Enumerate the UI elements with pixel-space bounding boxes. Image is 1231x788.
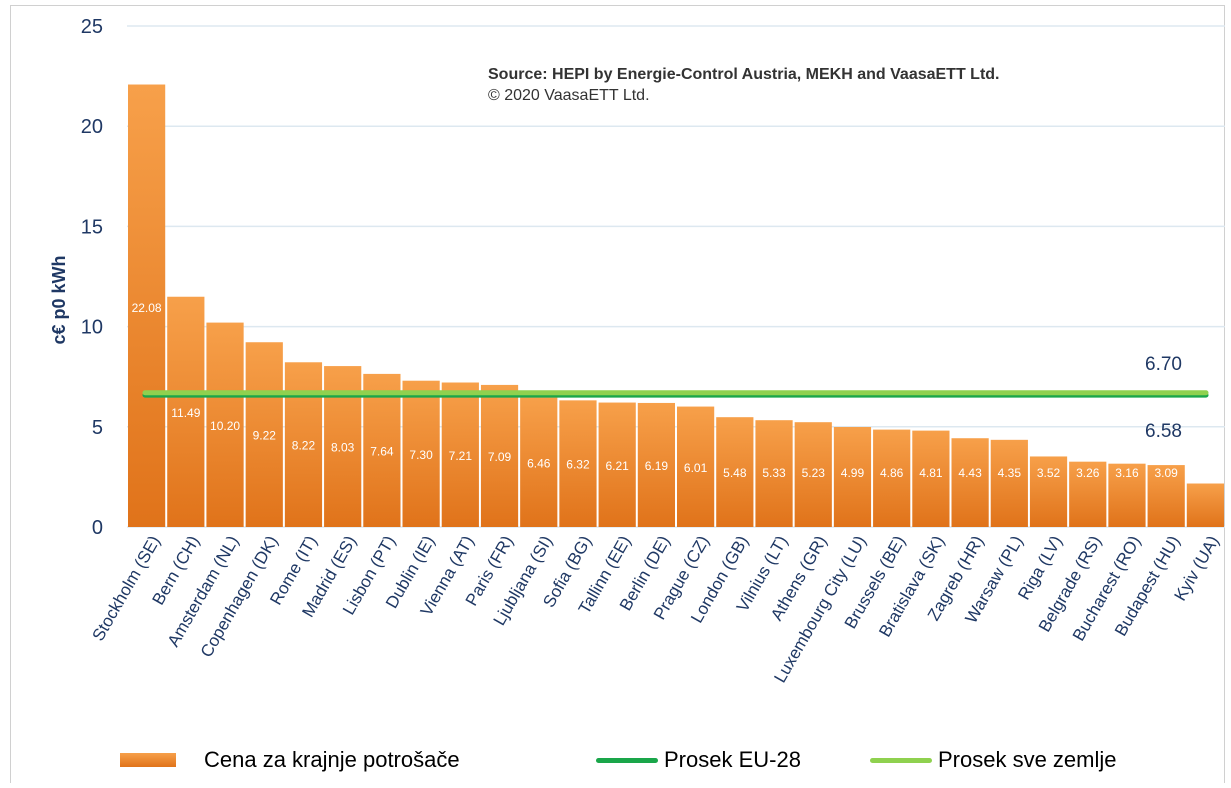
- bar: [1108, 463, 1146, 527]
- legend-item-all: Prosek sve zemlje: [870, 740, 1117, 780]
- y-axis-label: c€ p0 kWh: [49, 255, 69, 344]
- bar-data-label: 7.09: [488, 450, 512, 464]
- legend-swatch-eu: [596, 757, 658, 763]
- bar: [598, 402, 636, 527]
- x-tick-label: Stockholm (SE): [89, 533, 165, 645]
- bar-data-label: 6.32: [566, 458, 590, 472]
- bar: [755, 420, 793, 527]
- legend-label-eu: Prosek EU-28: [664, 747, 801, 772]
- y-tick-label: 15: [81, 216, 103, 238]
- bar-data-label: 22.08: [132, 301, 162, 315]
- bar: [716, 417, 754, 527]
- reference-lines: [142, 390, 1209, 398]
- bar: [480, 384, 519, 527]
- bar: [1069, 461, 1107, 527]
- ref-line-label-all: 6.70: [1145, 354, 1182, 375]
- y-tick-label: 0: [92, 517, 103, 539]
- bar-data-label: 7.64: [370, 444, 394, 458]
- bar: [363, 373, 401, 527]
- bar: [873, 429, 911, 527]
- bar-data-label: 4.99: [841, 466, 865, 480]
- bar-data-label: 5.23: [802, 466, 826, 480]
- bar: [128, 84, 166, 528]
- bar: [206, 322, 244, 527]
- bar: [167, 296, 205, 527]
- bar-data-label: 6.21: [605, 459, 629, 473]
- bar: [1147, 465, 1185, 527]
- y-tick-label: 25: [81, 16, 103, 38]
- bar-data-label: 4.86: [880, 466, 904, 480]
- source-line-1: Source: HEPI by Energie-Control Austria,…: [488, 66, 1000, 83]
- legend-label-bars: Cena za krajnje potrošače: [204, 747, 460, 772]
- bar-data-label: 3.52: [1037, 466, 1061, 480]
- bar: [559, 400, 597, 527]
- bar-data-label: 4.35: [998, 466, 1022, 480]
- bar: [794, 422, 832, 527]
- y-tick-label: 10: [81, 317, 103, 339]
- bar: [402, 380, 440, 527]
- bar: [1029, 456, 1068, 527]
- bar-data-label: 6.46: [527, 456, 551, 470]
- bar: [677, 406, 715, 527]
- legend-label-all: Prosek sve zemlje: [938, 747, 1117, 772]
- legend-swatch-all: [870, 757, 932, 763]
- source-line-2: © 2020 VaasaETT Ltd.: [488, 87, 650, 104]
- y-axis-ticks: 0 5 10 15 20 25: [81, 16, 103, 539]
- y-tick-label: 5: [92, 417, 103, 439]
- bar-data-label: 11.49: [171, 406, 200, 420]
- bar: [441, 382, 479, 527]
- bar-data-label: 9.22: [253, 429, 277, 443]
- bar-data-label: 7.30: [409, 448, 433, 462]
- legend-swatch-bars: [120, 753, 176, 767]
- bar: [637, 402, 675, 527]
- bar-data-label: 5.48: [723, 466, 747, 480]
- bar-data-label: 3.09: [1154, 466, 1178, 480]
- bar-data-label: 8.22: [292, 439, 316, 453]
- bar: [284, 362, 323, 527]
- bar-data-label: 6.01: [684, 461, 708, 475]
- bar-data-label: 4.81: [919, 466, 943, 480]
- bar-data-label: 2.17: [1194, 466, 1218, 480]
- legend-item-bars: Cena za krajnje potrošače: [120, 740, 460, 780]
- chart-frame: [10, 5, 1225, 783]
- legend-item-eu: Prosek EU-28: [596, 740, 801, 780]
- bar-data-label: 5.33: [762, 466, 786, 480]
- bar-data-label: 6.19: [645, 459, 669, 473]
- bar-data-label: 3.16: [1115, 466, 1139, 480]
- bar-data-label: 3.26: [1076, 466, 1100, 480]
- bar: [520, 397, 558, 527]
- bar: [833, 427, 872, 527]
- bars: 22.08 11.49 10.20 9.22 8.22 8.03 7.64 7.30 7.21 7…: [128, 84, 1224, 528]
- bar: [1186, 483, 1224, 527]
- bar: [990, 439, 1028, 527]
- ref-line-label-eu: 6.58: [1145, 421, 1182, 442]
- bar: [912, 430, 950, 527]
- bar-data-label: 4.43: [958, 466, 982, 480]
- bar-data-label: 10.20: [210, 419, 240, 433]
- y-tick-label: 20: [81, 116, 103, 138]
- x-axis-ticks: Stockholm (SE)Bern (CH)Amsterdam (NL)Cop…: [89, 532, 1223, 686]
- bar-data-label: 8.03: [331, 441, 355, 455]
- bar: [951, 438, 989, 527]
- bar-data-label: 7.21: [449, 449, 473, 463]
- bar: [245, 342, 283, 527]
